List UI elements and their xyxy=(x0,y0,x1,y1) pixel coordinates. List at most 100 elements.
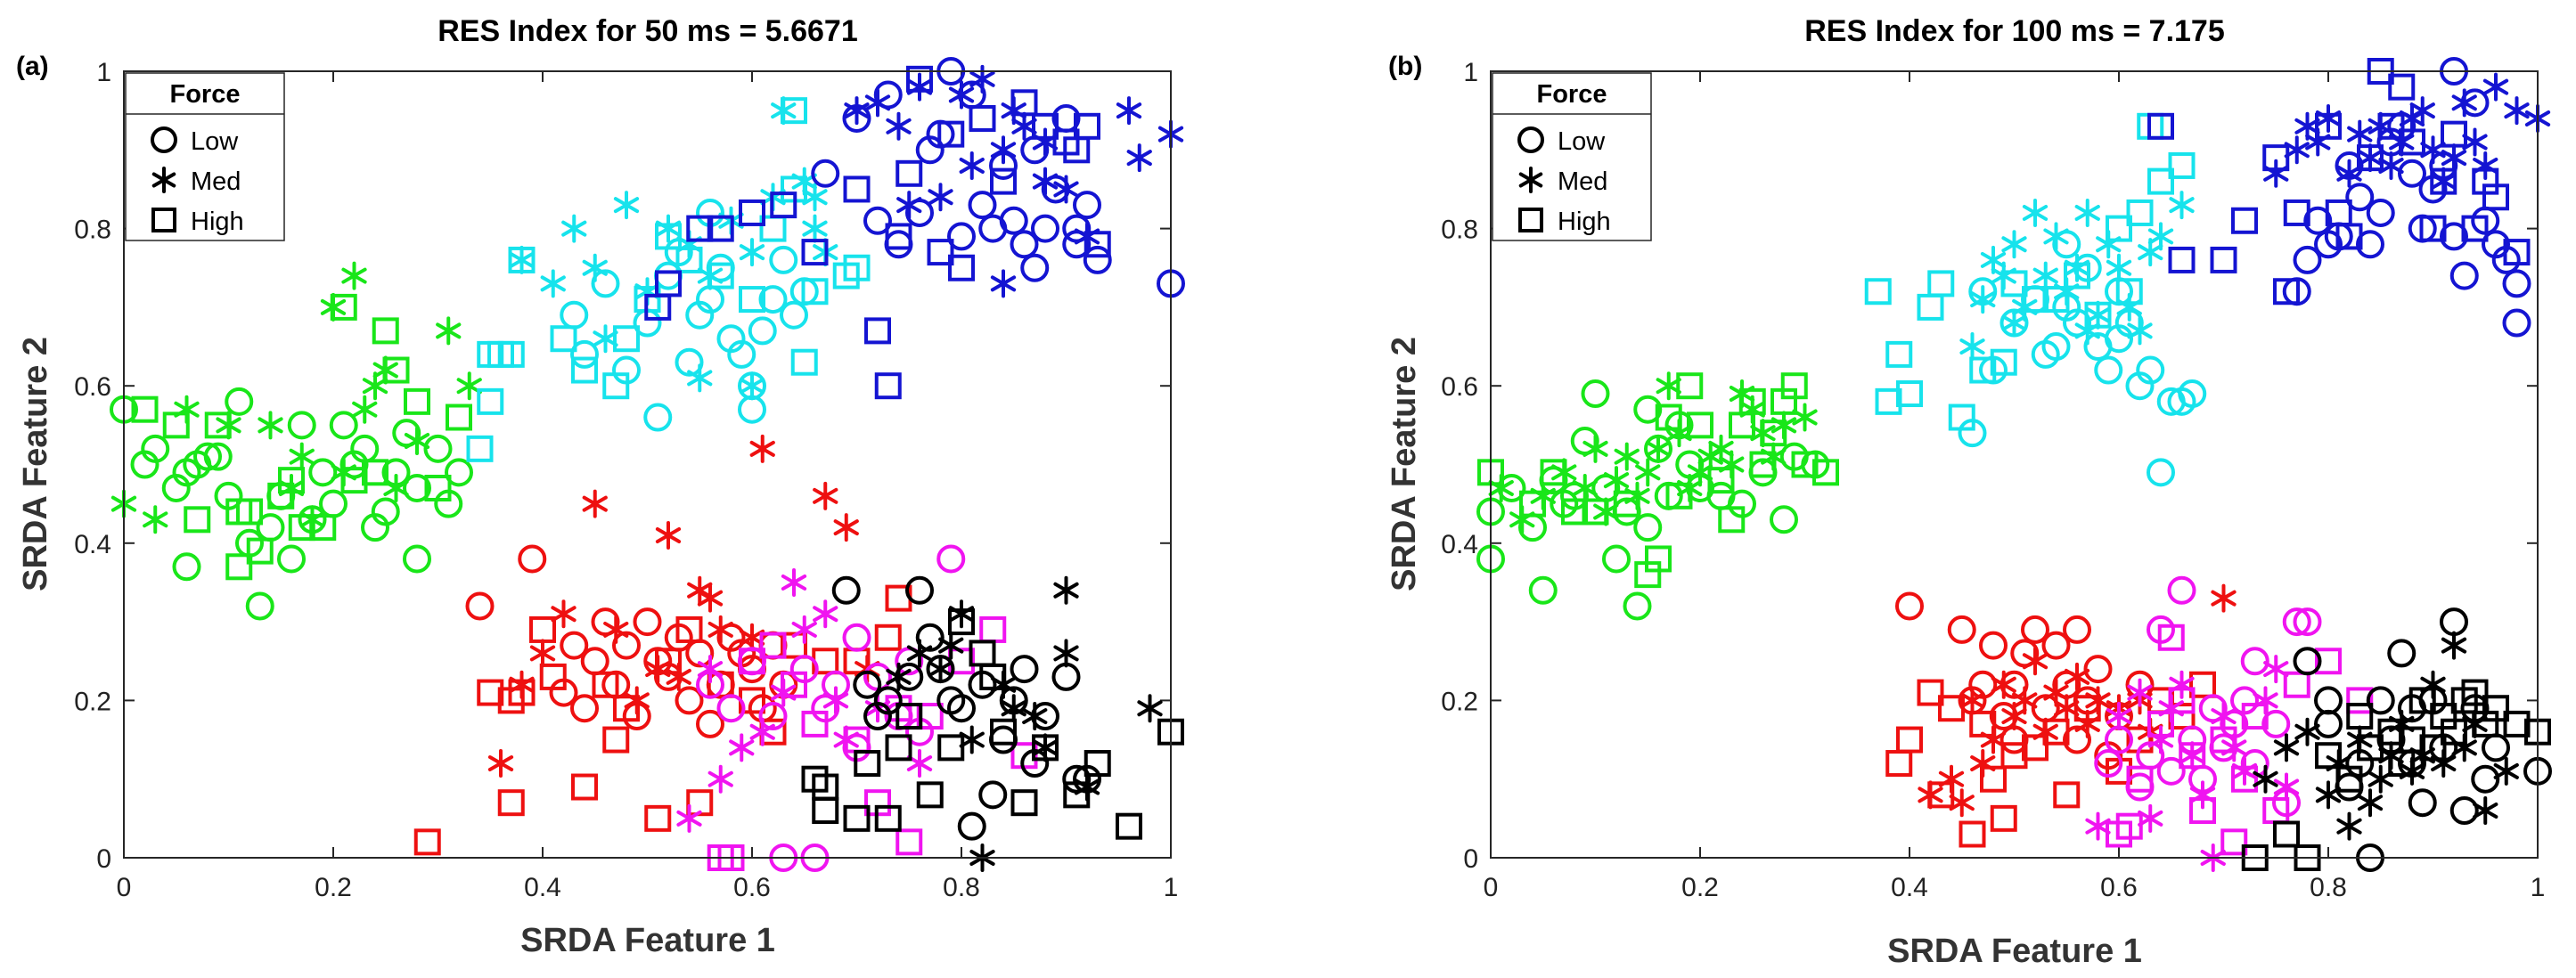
data-point-blue-circle xyxy=(2356,230,2384,259)
data-point-cyan-asterisk xyxy=(540,269,566,298)
data-point-green-asterisk xyxy=(143,505,168,534)
data-point-blue-square xyxy=(2262,144,2290,172)
data-point-red-square xyxy=(2042,718,2070,746)
data-point-cyan-square xyxy=(466,435,494,462)
data-point-magenta-circle xyxy=(2261,709,2291,738)
data-point-green-asterisk xyxy=(1603,466,1630,495)
data-point-cyan-square xyxy=(2084,301,2112,329)
data-point-red-square xyxy=(2000,742,2028,770)
data-point-blue-square xyxy=(2430,167,2457,195)
data-point-blue-square xyxy=(707,215,734,242)
data-point-blue-circle xyxy=(947,222,976,251)
data-point-black-asterisk xyxy=(906,639,933,668)
x-tick-label: 0.4 xyxy=(1891,873,1928,902)
data-point-green-square xyxy=(204,412,232,439)
data-point-red-square xyxy=(613,695,640,722)
data-point-red-circle xyxy=(570,694,599,723)
panel-a-x-axis-label: SRDA Feature 1 xyxy=(520,922,775,959)
legend-marker-square-icon xyxy=(151,208,176,232)
data-point-green-asterisk xyxy=(1572,473,1598,502)
data-point-magenta-asterisk xyxy=(813,599,838,629)
data-point-green-square xyxy=(330,293,357,321)
panel-b-legend: Force Low Med High xyxy=(1492,72,1652,241)
data-point-green-square xyxy=(1582,498,1609,526)
data-point-black-square xyxy=(885,734,912,762)
data-point-green-square xyxy=(404,387,430,415)
data-point-black-asterisk xyxy=(1022,702,1048,731)
data-point-green-square xyxy=(1812,459,1839,486)
data-point-cyan-square xyxy=(707,262,734,289)
data-point-blue-asterisk xyxy=(990,135,1017,165)
data-point-red-asterisk xyxy=(697,583,724,613)
data-point-magenta-asterisk xyxy=(2211,702,2237,731)
data-point-red-square xyxy=(675,615,703,643)
data-point-green-square xyxy=(1780,372,1808,400)
data-point-red-circle xyxy=(1979,631,2008,660)
panel-b-legend-label-med: Med xyxy=(1558,167,1607,196)
data-point-black-square xyxy=(948,608,975,636)
data-point-cyan-square xyxy=(1896,380,1923,408)
data-point-blue-asterisk xyxy=(990,269,1017,298)
data-point-magenta-asterisk xyxy=(2179,741,2205,770)
data-point-magenta-circle xyxy=(936,544,966,574)
data-point-magenta-asterisk xyxy=(676,803,702,833)
data-point-green-square xyxy=(1760,420,1787,447)
data-point-black-asterisk xyxy=(2473,796,2498,826)
data-point-cyan-circle xyxy=(748,316,777,346)
data-point-red-circle xyxy=(2083,655,2113,684)
data-point-black-square xyxy=(2377,718,2405,746)
x-tick-label: 0.2 xyxy=(1681,873,1719,902)
data-point-blue-asterisk xyxy=(1032,167,1059,196)
data-point-blue-asterisk xyxy=(2409,96,2435,126)
data-point-green-square xyxy=(225,553,253,581)
data-point-cyan-square xyxy=(2000,270,2028,297)
data-point-black-circle xyxy=(2449,796,2479,826)
data-point-blue-square xyxy=(2441,120,2467,148)
panel-b-axes-box xyxy=(1490,70,2539,859)
data-point-red-square xyxy=(874,623,902,651)
data-point-black-square xyxy=(895,703,923,730)
data-point-cyan-circle xyxy=(727,339,756,369)
data-point-blue-asterisk xyxy=(2504,96,2530,126)
data-point-cyan-square xyxy=(2147,167,2174,195)
data-point-blue-square xyxy=(990,167,1017,195)
data-point-red-asterisk xyxy=(551,599,577,629)
data-point-green-circle xyxy=(141,434,170,463)
data-point-green-square xyxy=(1561,498,1588,526)
data-point-blue-square xyxy=(2231,207,2258,234)
data-point-blue-square xyxy=(2210,246,2237,273)
data-point-blue-circle xyxy=(2303,206,2333,235)
panel-b-y-axis-label: SRDA Feature 2 xyxy=(1386,337,1423,591)
data-point-blue-circle xyxy=(999,206,1028,235)
data-point-green-circle xyxy=(1770,505,1798,534)
data-point-blue-square xyxy=(895,159,923,187)
data-point-magenta-asterisk xyxy=(2263,655,2289,684)
data-point-blue-circle xyxy=(968,191,997,220)
x-tick-label: 0.8 xyxy=(2310,873,2347,902)
data-point-black-square xyxy=(2482,695,2509,722)
data-point-red-circle xyxy=(1895,591,1924,621)
data-point-black-circle xyxy=(2314,686,2343,715)
data-point-black-asterisk xyxy=(938,631,964,660)
data-point-blue-square xyxy=(864,317,891,345)
panel-b-points xyxy=(1476,57,2552,872)
data-point-green-asterisk xyxy=(352,395,378,424)
y-tick-label: 0 xyxy=(1463,844,1478,874)
data-point-cyan-asterisk xyxy=(802,214,828,243)
data-point-cyan-square xyxy=(781,97,807,125)
data-point-green-asterisk xyxy=(1792,403,1818,432)
data-point-red-square xyxy=(1980,765,2007,793)
data-point-magenta-circle xyxy=(2293,607,2322,637)
data-point-blue-asterisk xyxy=(896,191,922,220)
data-point-green-square xyxy=(131,395,159,423)
data-point-magenta-square xyxy=(2315,648,2342,675)
data-point-cyan-square xyxy=(1885,340,1913,368)
data-point-magenta-square xyxy=(759,632,787,659)
x-tick-label: 0.8 xyxy=(943,873,980,902)
data-point-red-asterisk xyxy=(487,749,514,778)
data-point-green-asterisk xyxy=(456,371,482,401)
data-point-black-circle xyxy=(873,686,903,715)
data-point-blue-asterisk xyxy=(1116,96,1142,126)
data-point-black-circle xyxy=(905,575,934,605)
data-point-black-square xyxy=(2419,734,2447,762)
